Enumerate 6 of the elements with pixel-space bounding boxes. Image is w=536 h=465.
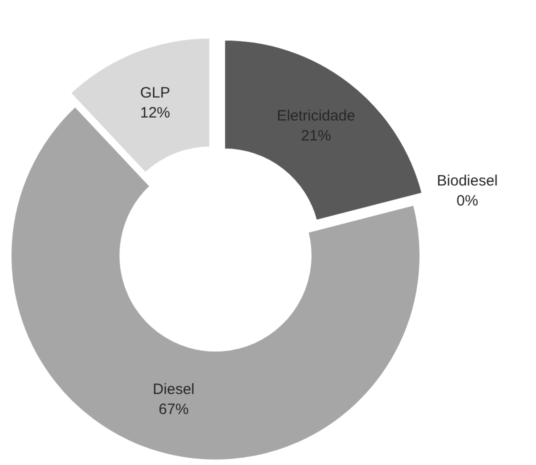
data-label: 67% [158, 401, 189, 418]
slice-label: GLP [140, 84, 170, 102]
category-label: Biodiesel [436, 172, 498, 190]
data-label: 12% [140, 104, 170, 122]
text: 0% [456, 192, 478, 210]
slice-label: Diesel [152, 381, 194, 398]
